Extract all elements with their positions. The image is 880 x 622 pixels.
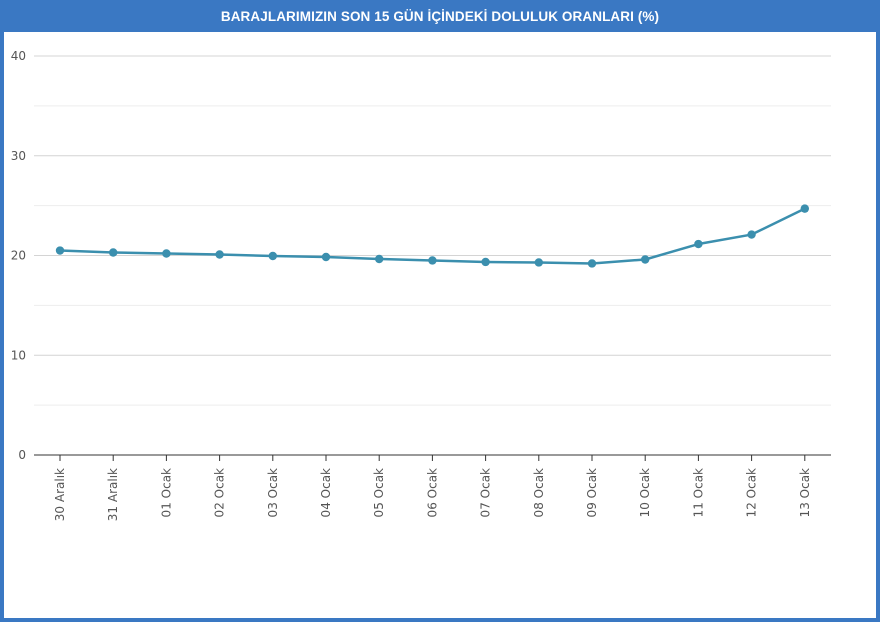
x-tick-label: 02 Ocak: [213, 468, 227, 517]
grid-lines: [34, 55, 831, 456]
y-tick-label: 40: [11, 49, 26, 63]
y-tick-label: 30: [11, 149, 26, 163]
data-point: [800, 204, 809, 213]
x-tick-label: 12 Ocak: [745, 468, 759, 517]
y-axis-ticks: 0 10 20 30 40: [11, 49, 26, 462]
x-tick-label: 31 Aralık: [106, 468, 120, 521]
data-point: [268, 251, 277, 261]
data-point: [747, 230, 756, 239]
y-tick-label: 20: [11, 249, 26, 263]
data-point: [375, 254, 384, 264]
x-tick-label: 13 Ocak: [798, 468, 812, 517]
data-point: [162, 249, 171, 258]
y-tick-label: 0: [18, 448, 26, 462]
x-tick-label: 08 Ocak: [532, 468, 546, 517]
data-point: [641, 255, 650, 264]
x-tick-label: 06 Ocak: [425, 468, 439, 517]
x-tick-label: 05 Ocak: [372, 468, 386, 517]
series-group: [55, 204, 809, 268]
chart-title: BARAJLARIMIZIN SON 15 GÜN İÇİNDEKİ DOLUL…: [0, 0, 880, 32]
data-point: [587, 259, 597, 268]
data-point: [694, 239, 703, 249]
x-axis-ticks: 30 Aralık 31 Aralık 01 Ocak 02 Ocak 03 Ocak 0…: [53, 455, 812, 521]
data-point: [428, 256, 437, 265]
x-tick-label: 09 Ocak: [585, 468, 599, 517]
x-tick-label: 11 Ocak: [691, 468, 705, 517]
data-point: [321, 252, 331, 262]
x-tick-label: 30 Aralık: [53, 468, 67, 521]
data-point: [55, 246, 65, 255]
x-tick-label: 01 Ocak: [159, 468, 173, 517]
x-tick-label: 03 Ocak: [266, 468, 280, 517]
data-point: [481, 257, 490, 267]
data-point: [215, 250, 224, 259]
x-tick-label: 04 Ocak: [319, 468, 333, 517]
data-point: [534, 258, 543, 267]
y-tick-label: 10: [11, 348, 26, 362]
x-tick-label: 07 Ocak: [479, 468, 493, 517]
x-tick-label: 10 Ocak: [638, 468, 652, 517]
data-point: [109, 248, 118, 257]
